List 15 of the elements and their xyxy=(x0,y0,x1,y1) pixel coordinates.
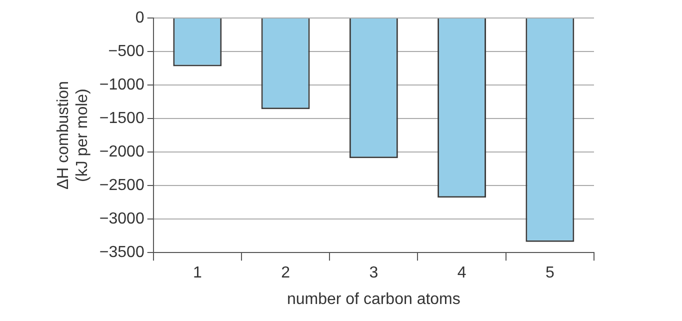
x-axis-title: number of carbon atoms xyxy=(286,290,460,308)
y-axis-title: ΔH combustion (kJ per mole) xyxy=(55,81,92,190)
y-tick-label: 0 xyxy=(135,9,144,26)
x-tick-label: 5 xyxy=(545,264,554,282)
y-tick-label: −2000 xyxy=(99,143,144,160)
y-tick-label: −2500 xyxy=(99,176,144,194)
y-tick-label: −3000 xyxy=(99,210,144,228)
y-tick-label: −1500 xyxy=(99,110,144,127)
y-tick-label: −1000 xyxy=(99,76,144,94)
x-tick-label: 1 xyxy=(192,264,202,282)
y-tick-label: −3500 xyxy=(99,244,144,262)
x-tick-label: 4 xyxy=(457,264,466,282)
x-tick-label: 3 xyxy=(369,264,378,282)
y-tick-label: −500 xyxy=(108,42,144,60)
x-tick-label: 2 xyxy=(281,264,290,282)
